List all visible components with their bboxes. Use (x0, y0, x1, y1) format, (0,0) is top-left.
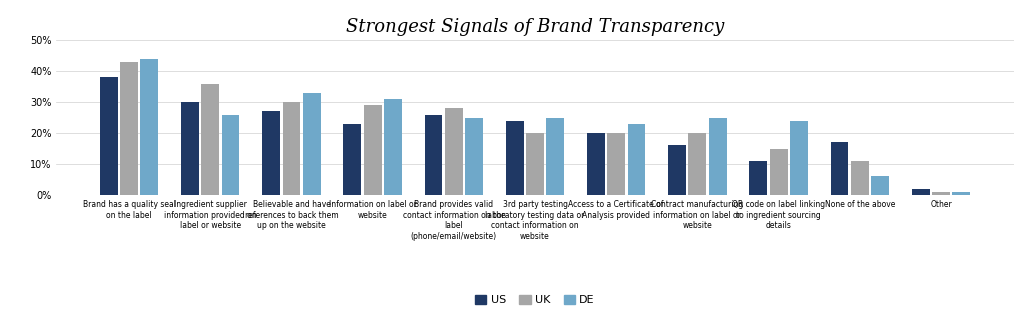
Bar (688, 133, 707, 195)
Bar (911, 189, 930, 195)
Bar (425, 115, 442, 195)
Bar (202, 84, 219, 195)
Bar (587, 133, 605, 195)
Bar (506, 121, 523, 195)
Bar (262, 112, 281, 195)
Bar (303, 93, 321, 195)
Bar (283, 102, 300, 195)
Bar (465, 118, 483, 195)
Bar (221, 115, 240, 195)
Bar (526, 133, 544, 195)
Title: Strongest Signals of Brand Transparency: Strongest Signals of Brand Transparency (346, 18, 724, 36)
Bar (669, 145, 686, 195)
Bar (607, 133, 626, 195)
Bar (628, 124, 645, 195)
Bar (750, 161, 767, 195)
Bar (99, 77, 118, 195)
Bar (364, 105, 382, 195)
Legend: US, UK, DE: US, UK, DE (471, 291, 599, 310)
Bar (830, 142, 849, 195)
Bar (343, 124, 361, 195)
Bar (851, 161, 868, 195)
Bar (120, 62, 138, 195)
Bar (140, 59, 159, 195)
Bar (952, 192, 970, 195)
Bar (181, 102, 199, 195)
Bar (384, 99, 401, 195)
Bar (871, 176, 889, 195)
Bar (709, 118, 727, 195)
Bar (932, 192, 950, 195)
Bar (444, 108, 463, 195)
Bar (770, 149, 787, 195)
Bar (790, 121, 808, 195)
Bar (547, 118, 564, 195)
